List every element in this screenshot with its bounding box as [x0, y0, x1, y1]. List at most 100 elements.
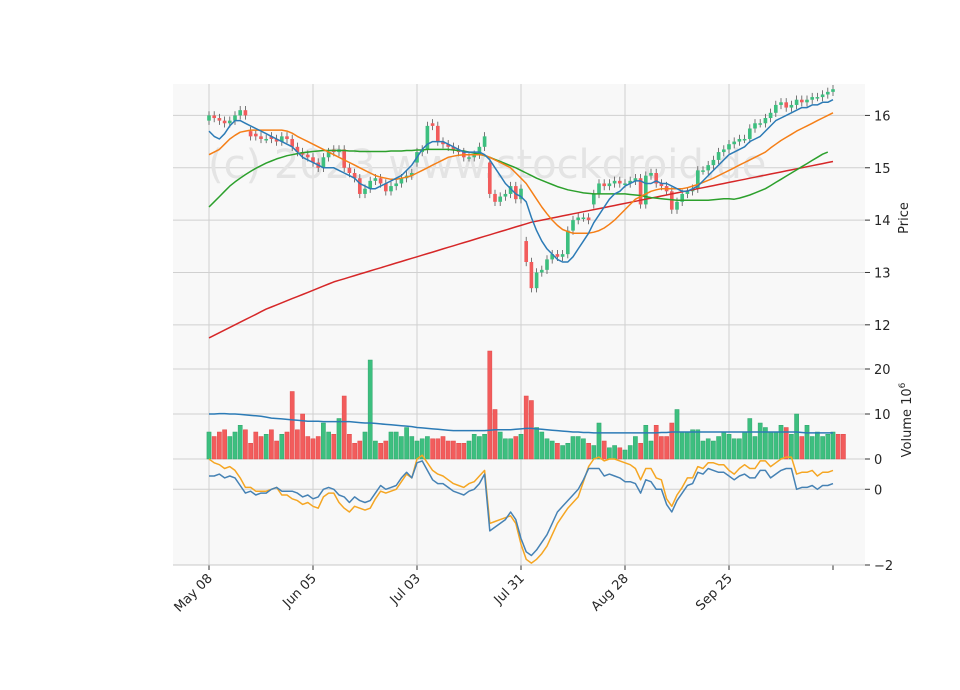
- candle-body: [737, 138, 742, 142]
- candle-body: [321, 157, 326, 168]
- volume-bar: [508, 438, 513, 460]
- candle-body: [519, 188, 523, 200]
- candle-body: [378, 178, 383, 184]
- volume-bar: [263, 434, 269, 460]
- volume-bar: [659, 436, 664, 460]
- candle-body: [253, 133, 258, 137]
- volume-bar: [586, 443, 591, 460]
- volume-bar: [648, 440, 654, 460]
- volume-bar: [711, 440, 716, 460]
- candle-body: [493, 193, 497, 202]
- candle-body: [534, 272, 539, 289]
- y-tick-label: 12: [874, 319, 891, 334]
- volume-bar: [690, 429, 695, 460]
- volume-bar: [622, 449, 628, 460]
- volume-bar: [378, 443, 383, 460]
- candle-body: [363, 188, 367, 194]
- volume-bar: [560, 445, 565, 460]
- candle-body: [711, 159, 716, 166]
- volume-bar: [601, 440, 607, 460]
- candle-body: [685, 191, 690, 194]
- candle-body: [607, 183, 612, 187]
- volume-bar: [555, 443, 560, 460]
- volume-bar: [352, 443, 357, 460]
- volume-bar: [341, 395, 347, 460]
- volume-bar: [565, 443, 571, 460]
- volume-bar: [778, 425, 784, 460]
- volume-bar: [284, 431, 290, 460]
- volume-bar: [789, 434, 794, 460]
- volume-bar: [336, 418, 342, 460]
- volume-bar: [466, 440, 472, 460]
- candle-body: [487, 162, 492, 194]
- volume-bar: [726, 434, 732, 460]
- candle-body: [373, 178, 378, 181]
- volume-bar: [477, 436, 482, 460]
- volume-bar: [529, 400, 534, 460]
- volume-axis-title-exponent: 6: [898, 382, 908, 388]
- candle-body: [248, 131, 253, 137]
- candle-body: [794, 99, 799, 105]
- volume-bar: [773, 431, 779, 460]
- volume-bar: [404, 427, 409, 460]
- candle-body: [347, 167, 352, 173]
- volume-bar: [222, 429, 227, 460]
- candle-body: [305, 154, 310, 158]
- candle-body: [617, 180, 622, 184]
- candle-body: [259, 136, 263, 139]
- candle-body: [269, 136, 274, 139]
- y-tick-label: −2: [874, 559, 893, 574]
- volume-bar: [518, 434, 524, 460]
- candle-body: [451, 146, 456, 150]
- volume-bar: [227, 436, 233, 460]
- volume-bar: [596, 422, 602, 460]
- candle-body: [701, 170, 705, 172]
- volume-bar: [685, 431, 690, 460]
- candle-body: [581, 217, 586, 219]
- candle-body: [357, 178, 362, 194]
- volume-bar: [705, 438, 711, 460]
- volume-bar: [492, 409, 498, 460]
- candle-body: [565, 230, 570, 255]
- volume-bar: [721, 431, 727, 460]
- volume-bar: [383, 440, 389, 460]
- volume-bar: [456, 443, 461, 460]
- volume-bar: [643, 425, 649, 460]
- candle-body: [643, 175, 648, 205]
- candle-body: [742, 138, 747, 141]
- candle-body: [591, 193, 596, 205]
- volume-bar: [445, 440, 451, 460]
- volume-bar: [752, 436, 758, 460]
- candle-body: [290, 138, 295, 147]
- candle-body: [409, 173, 414, 176]
- volume-axis-title-text: Volume 10: [900, 388, 915, 457]
- y-tick-label: 13: [874, 266, 891, 281]
- candle-body: [326, 152, 331, 158]
- volume-bar: [305, 436, 311, 460]
- candle-body: [706, 165, 711, 171]
- volume-bar: [217, 431, 222, 460]
- candle-body: [597, 183, 601, 194]
- candle-body: [810, 97, 815, 100]
- candle-body: [508, 186, 513, 194]
- candle-body: [243, 110, 248, 116]
- watermark-text: (c) 2023 www.stockdroid.de: [208, 142, 766, 188]
- volume-bar: [539, 431, 545, 460]
- candle-body: [529, 262, 534, 289]
- candle-body: [649, 173, 653, 176]
- volume-bar: [315, 436, 321, 460]
- volume-bar: [300, 413, 305, 460]
- volume-ma-line: [209, 412, 833, 434]
- candle-body: [368, 180, 373, 189]
- candle-body: [539, 269, 544, 273]
- volume-bar: [763, 427, 768, 460]
- candle-body: [394, 183, 399, 187]
- volume-bar: [274, 440, 279, 460]
- candle-body: [446, 144, 451, 147]
- volume-bar: [373, 440, 378, 460]
- ma-slow-line: [208, 148, 829, 208]
- volume-bar: [825, 434, 831, 460]
- volume-bar: [674, 409, 680, 460]
- candle-body: [524, 241, 529, 262]
